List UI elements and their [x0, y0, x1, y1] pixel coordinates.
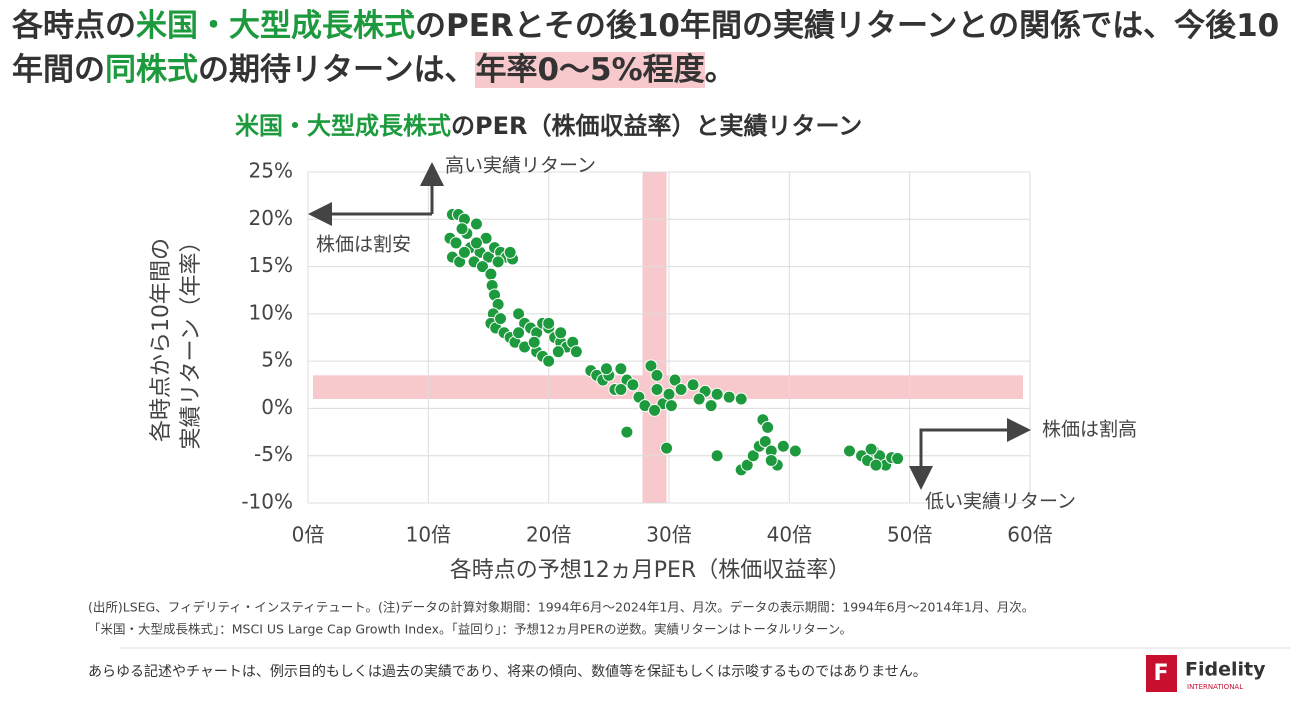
y-tick-label: 10%	[249, 300, 293, 324]
point	[650, 383, 664, 397]
point	[686, 378, 700, 392]
title-segment: 米国・大型成長株式	[235, 112, 451, 140]
point	[648, 403, 662, 417]
headline-segment: 。	[704, 52, 736, 88]
point	[494, 312, 508, 326]
point	[542, 354, 556, 368]
point	[891, 452, 905, 466]
y-axis-label: 各時点から10年間の	[149, 238, 174, 442]
point	[542, 316, 556, 330]
y-tick-label: -10%	[241, 490, 293, 514]
point	[869, 458, 883, 472]
y-tick-label: -5%	[254, 442, 293, 466]
point	[761, 420, 775, 434]
point	[449, 236, 463, 250]
logo-sub: INTERNATIONAL	[1187, 683, 1243, 691]
logo-mark: F	[1153, 661, 1168, 686]
point	[674, 383, 688, 397]
point	[758, 435, 772, 449]
point	[788, 444, 802, 458]
point	[475, 260, 489, 274]
point	[614, 362, 628, 376]
point	[710, 387, 724, 401]
point	[455, 222, 469, 236]
logo-box	[1146, 655, 1177, 692]
footnote: 「米国・大型成長株式」：MSCI US Large Cap Growth Ind…	[88, 622, 852, 637]
point	[512, 326, 526, 340]
title-segment: のPER（株価収益率）と実績リターン	[451, 112, 862, 140]
point	[644, 359, 658, 373]
annotation: 低い実績リターン	[925, 491, 1076, 513]
x-axis-label: 各時点の予想12ヵ月PER（株価収益率）	[450, 558, 850, 583]
point	[776, 439, 790, 453]
annotation: 株価は割安	[316, 234, 411, 256]
point	[662, 387, 676, 401]
point	[599, 362, 613, 376]
point	[484, 267, 498, 281]
y-tick-label: 25%	[249, 159, 293, 183]
point	[626, 378, 640, 392]
point	[569, 345, 583, 359]
point	[551, 345, 565, 359]
x-tick-label: 60倍	[1007, 523, 1052, 547]
point	[668, 373, 682, 387]
annotation: 高い実績リターン	[445, 155, 596, 177]
x-tick-label: 30倍	[646, 523, 691, 547]
point	[457, 245, 471, 259]
y-tick-label: 0%	[261, 395, 293, 419]
point	[512, 307, 526, 321]
annotation: 株価は割高	[1042, 419, 1137, 441]
point	[734, 392, 748, 406]
headline-segment: 年率0～5%程度	[475, 52, 705, 88]
point	[527, 335, 541, 349]
disclaimer: あらゆる記述やチャートは、例示目的もしくは過去の実績であり、将来の傾向、数値等を…	[88, 663, 927, 680]
point	[469, 217, 483, 231]
headline-segment: 同株式	[105, 52, 198, 88]
x-tick-label: 0倍	[292, 523, 325, 547]
point	[664, 399, 678, 413]
x-tick-label: 10倍	[406, 523, 451, 547]
chart-title: 米国・大型成長株式のPER（株価収益率）と実績リターン	[235, 112, 862, 140]
point	[614, 383, 628, 397]
point	[650, 368, 664, 382]
point	[469, 236, 483, 250]
point	[843, 444, 856, 458]
point	[554, 326, 568, 340]
x-tick-label: 20倍	[526, 523, 571, 547]
footnote: (出所)LSEG、フィデリティ・インスティテュート。(注)データの計算対象期間：…	[88, 600, 1034, 615]
point	[722, 390, 736, 404]
y-tick-label: 5%	[261, 348, 293, 372]
point	[692, 392, 706, 406]
y-tick-label: 20%	[249, 206, 293, 230]
x-tick-label: 50倍	[887, 523, 932, 547]
headline-segment: のPERとその後10年間の実績リターンとの関係では、今後10年間の	[12, 8, 1280, 88]
point	[503, 245, 517, 259]
headline-segment: の期待リターンは、	[198, 52, 476, 88]
y-tick-label: 15%	[249, 253, 293, 277]
headline-segment: 米国・大型成長株式	[136, 8, 415, 44]
point	[491, 255, 505, 269]
highlight-band	[313, 375, 1023, 399]
point	[620, 425, 634, 439]
point	[710, 449, 724, 463]
point	[660, 441, 674, 455]
point	[740, 458, 754, 472]
point	[704, 399, 718, 413]
headline-segment: 各時点の	[12, 8, 136, 44]
headline: 各時点の米国・大型成長株式のPERとその後10年間の実績リターンとの関係では、今…	[12, 4, 1282, 92]
x-tick-label: 40倍	[767, 523, 812, 547]
point	[746, 449, 760, 463]
point	[864, 442, 878, 456]
logo-name: Fidelity	[1185, 659, 1266, 681]
y-axis-label: 実績リターン（年率）	[179, 231, 204, 450]
point	[764, 453, 778, 467]
